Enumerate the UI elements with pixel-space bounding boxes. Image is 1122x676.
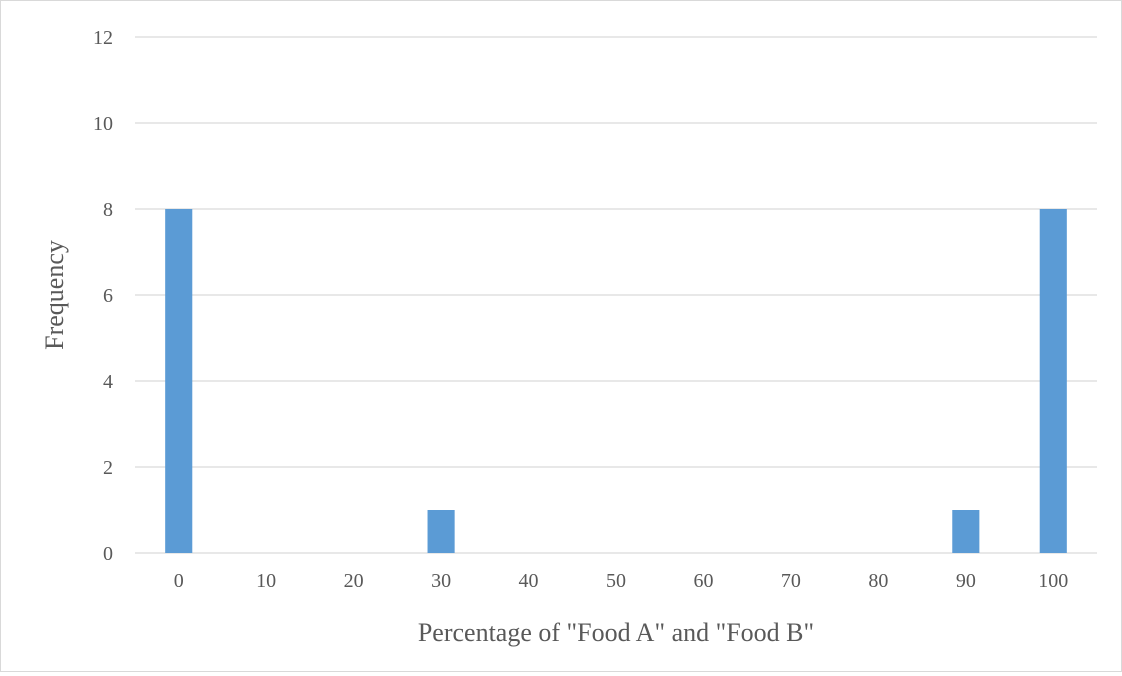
bars xyxy=(165,209,1067,553)
x-tick-label: 100 xyxy=(1038,570,1068,592)
y-tick-label: 0 xyxy=(103,543,113,565)
bar-90 xyxy=(952,510,980,553)
y-tick-label: 2 xyxy=(103,457,113,479)
x-tick-label: 40 xyxy=(519,570,539,592)
x-tick-labels: 0 10 20 30 40 50 60 70 80 90 100 xyxy=(174,570,1069,592)
x-tick-label: 70 xyxy=(781,570,801,592)
bar-0 xyxy=(165,209,193,553)
x-tick-label: 0 xyxy=(174,570,184,592)
y-tick-labels: 0 2 4 6 8 10 12 xyxy=(93,27,113,565)
y-tick-label: 10 xyxy=(93,113,113,135)
y-axis-title: Frequency xyxy=(40,240,69,350)
x-tick-label: 10 xyxy=(256,570,276,592)
gridlines xyxy=(135,36,1097,554)
x-tick-label: 80 xyxy=(868,570,888,592)
bar-30 xyxy=(427,510,455,553)
x-axis-title: Percentage of "Food A" and "Food B" xyxy=(418,618,814,647)
y-tick-label: 4 xyxy=(103,371,113,393)
x-tick-label: 50 xyxy=(606,570,626,592)
y-tick-label: 8 xyxy=(103,199,113,221)
bar-100 xyxy=(1039,209,1067,553)
x-tick-label: 60 xyxy=(693,570,713,592)
x-tick-label: 20 xyxy=(344,570,364,592)
x-tick-label: 90 xyxy=(956,570,976,592)
y-tick-label: 6 xyxy=(103,285,113,307)
y-tick-label: 12 xyxy=(93,27,113,49)
x-tick-label: 30 xyxy=(431,570,451,592)
